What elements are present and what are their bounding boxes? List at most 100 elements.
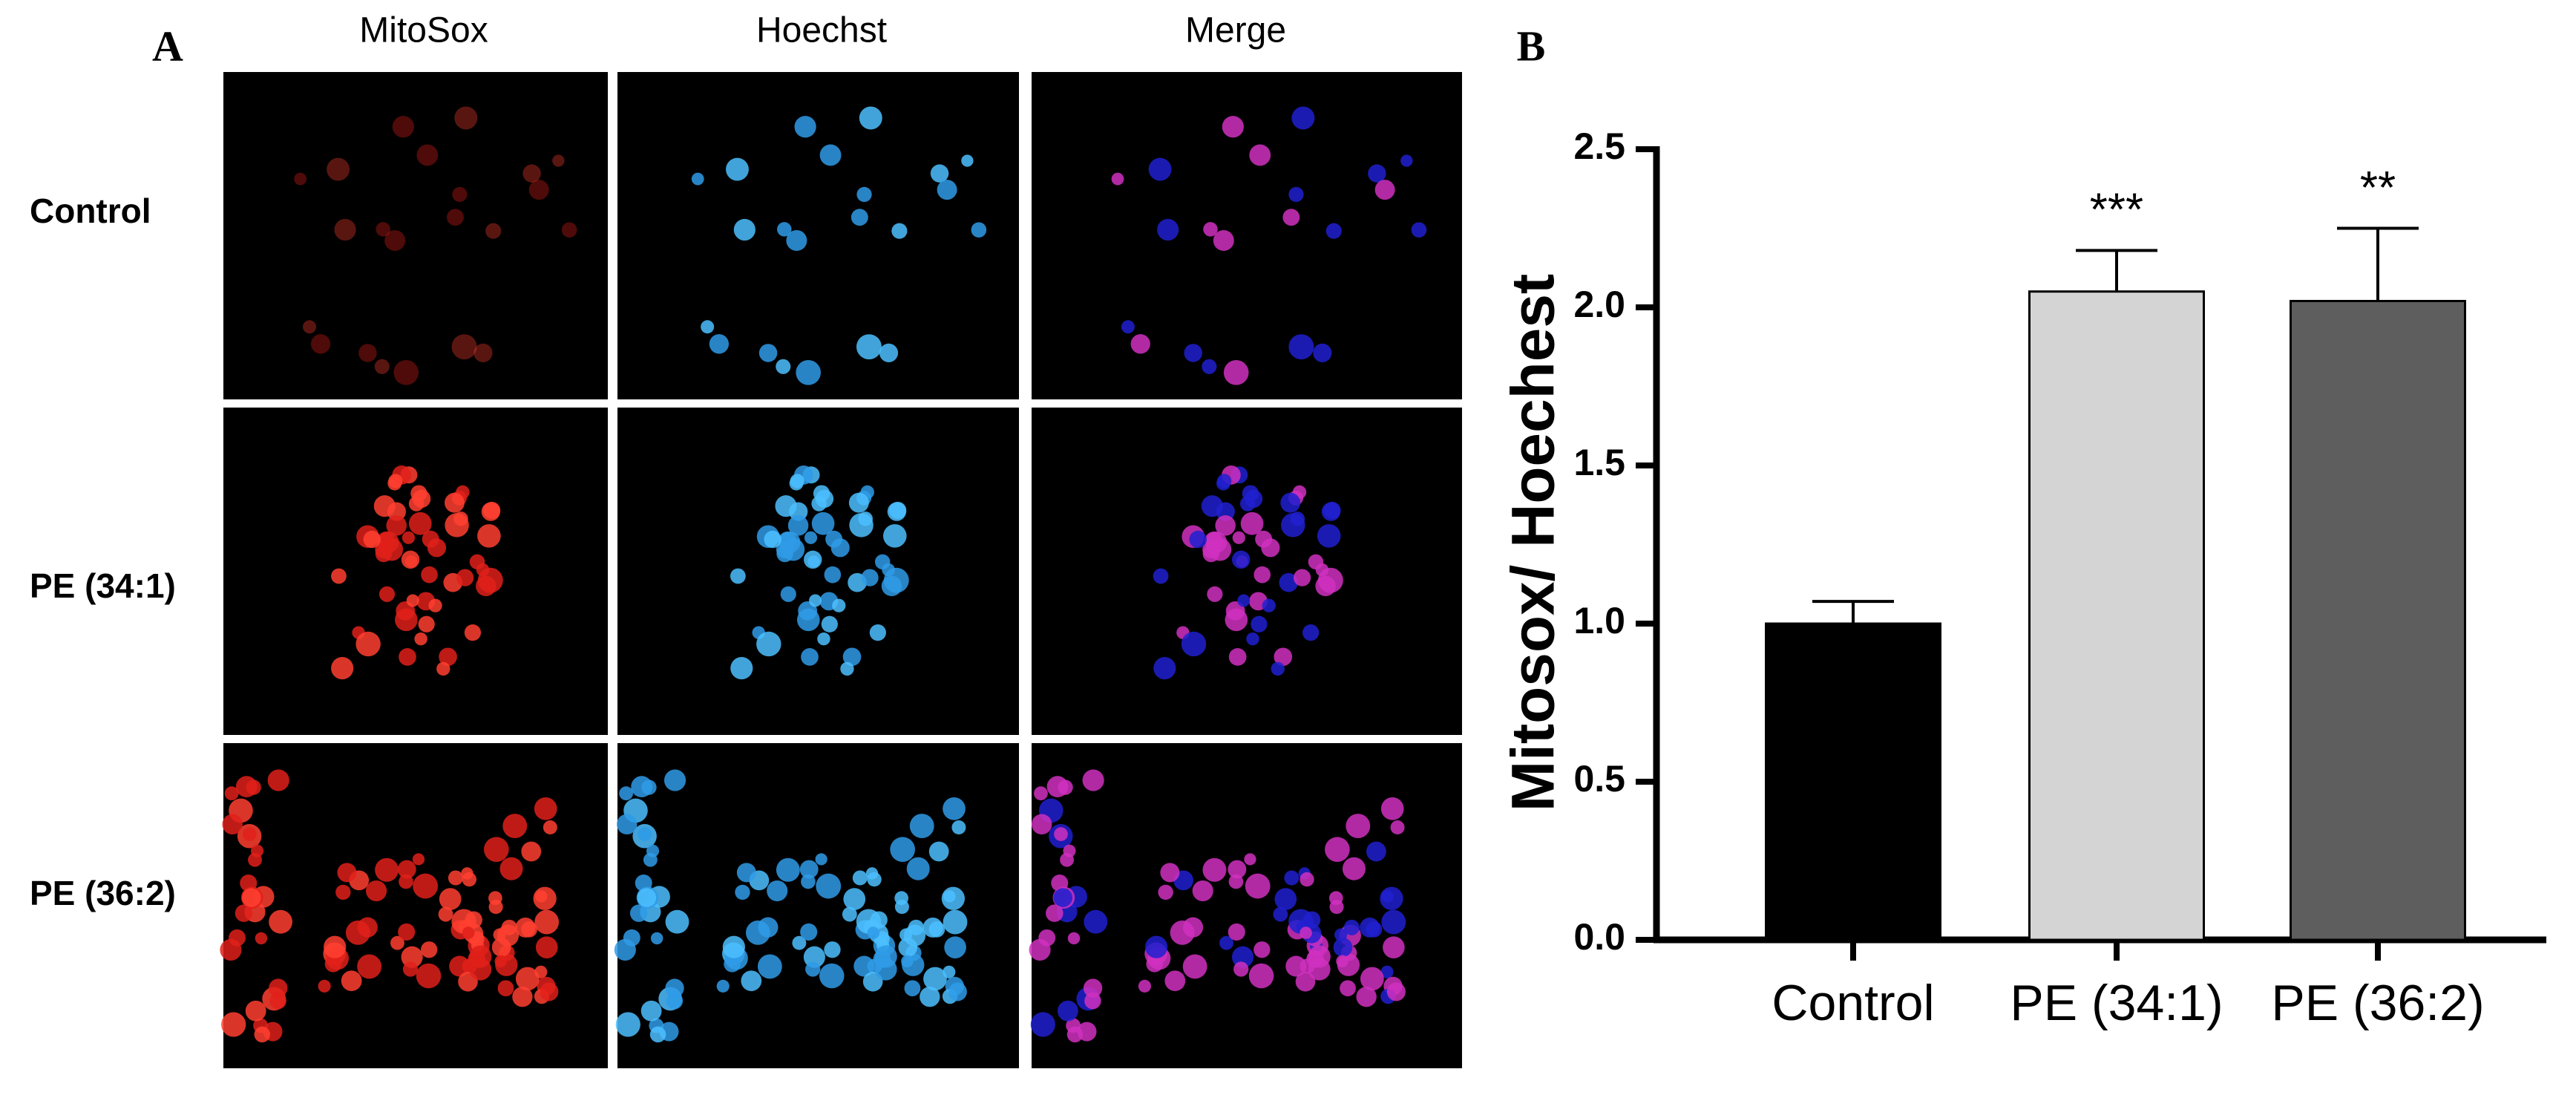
cell — [1153, 657, 1176, 680]
cell — [453, 511, 468, 526]
cell — [358, 344, 377, 362]
cell — [735, 884, 750, 900]
cell — [357, 954, 382, 979]
cell — [890, 837, 915, 863]
cell — [821, 615, 838, 633]
cell — [416, 963, 442, 989]
cell — [780, 586, 796, 602]
cell — [776, 857, 800, 882]
cell — [615, 1012, 640, 1037]
cell — [1366, 841, 1386, 862]
cell — [439, 888, 462, 910]
cell — [402, 531, 416, 544]
cell — [1203, 222, 1218, 237]
cell — [331, 568, 347, 584]
cell — [1291, 106, 1315, 130]
cell — [856, 334, 882, 360]
cell — [401, 550, 420, 569]
cell — [1343, 919, 1360, 935]
cell — [1067, 932, 1081, 945]
cell — [1411, 222, 1427, 238]
cell — [357, 917, 378, 938]
cell — [701, 320, 715, 334]
cell — [796, 608, 820, 632]
cell — [1328, 891, 1343, 906]
cell — [853, 955, 875, 977]
cell — [384, 229, 406, 251]
row-label: PE (34:1) — [30, 566, 176, 605]
cell — [1284, 870, 1300, 886]
cell — [1054, 827, 1068, 841]
micrograph — [1032, 408, 1462, 735]
cell — [623, 929, 640, 947]
micrograph — [223, 72, 608, 399]
cell — [843, 888, 866, 910]
cell — [1182, 917, 1204, 938]
cell — [1342, 857, 1366, 880]
row-label: PE (36:2) — [30, 874, 176, 912]
cell — [971, 222, 987, 238]
cell — [1034, 786, 1048, 801]
cell — [663, 769, 686, 791]
cell — [1380, 797, 1404, 820]
cell — [418, 615, 435, 633]
cell — [1262, 598, 1276, 612]
cell — [221, 1012, 246, 1037]
cell — [904, 980, 921, 997]
cell — [1083, 978, 1103, 998]
cell — [373, 495, 396, 517]
cell — [528, 180, 549, 200]
significance-label: ** — [2360, 163, 2396, 214]
cell — [1082, 769, 1104, 791]
cell — [1053, 888, 1073, 907]
cell — [412, 853, 425, 866]
cell — [1184, 344, 1202, 362]
cell — [324, 935, 347, 958]
y-tick-label: 0.5 — [1573, 758, 1625, 800]
cell — [1232, 531, 1245, 544]
cell — [928, 841, 949, 862]
cell — [1202, 359, 1217, 374]
cell — [1360, 917, 1380, 938]
cell — [491, 938, 511, 957]
cell — [390, 935, 404, 950]
cell — [1217, 474, 1232, 488]
cell — [375, 857, 399, 882]
cell — [649, 1026, 666, 1043]
cell — [222, 814, 243, 835]
cell — [730, 568, 746, 584]
cell — [1290, 511, 1305, 526]
cell — [1274, 888, 1297, 910]
cell — [906, 857, 930, 880]
column-header: Merge — [1185, 11, 1286, 50]
cell — [451, 334, 477, 360]
cell — [787, 515, 809, 536]
cell — [488, 891, 502, 906]
cell — [1271, 661, 1285, 676]
cell — [832, 598, 846, 612]
cell — [1333, 938, 1353, 957]
cell — [1237, 594, 1251, 607]
cell — [337, 863, 357, 883]
cell — [235, 904, 253, 922]
cell — [856, 186, 872, 203]
cell — [1282, 209, 1300, 226]
cell — [1374, 180, 1395, 200]
cell — [363, 530, 381, 549]
cell — [1084, 909, 1108, 934]
cell — [804, 531, 818, 544]
cell — [842, 906, 857, 922]
image-background — [223, 408, 608, 735]
cell — [879, 343, 899, 362]
cell — [1380, 965, 1394, 978]
cell — [1182, 954, 1207, 979]
column-header: MitoSox — [359, 11, 488, 50]
cell — [408, 511, 432, 535]
cell — [616, 814, 638, 835]
cell — [248, 852, 262, 867]
cell — [485, 223, 502, 239]
cell — [1145, 935, 1168, 958]
cell — [908, 919, 924, 935]
cell — [484, 837, 509, 863]
micrograph — [223, 408, 608, 735]
